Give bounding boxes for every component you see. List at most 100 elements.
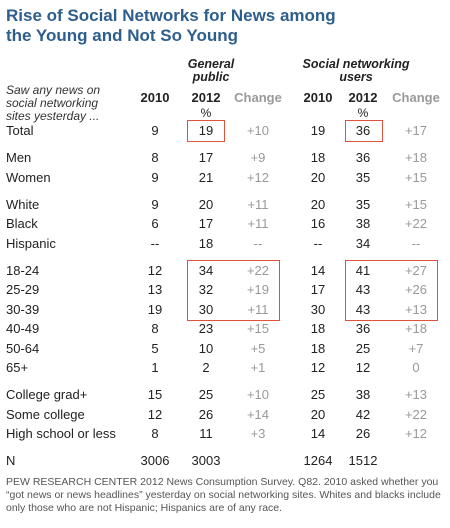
cell: 34 [198,262,214,278]
cell: 30 [198,301,214,317]
cell: 2 [202,360,210,375]
cell: +12 [404,426,428,441]
cell: 3003 [191,453,221,468]
row-label: 18-24 [6,262,40,278]
cell: 18 [310,321,326,336]
cell: 1512 [348,453,378,468]
cell: 41 [355,262,371,278]
row-label: N [6,453,16,468]
row-label: Black [6,216,38,231]
cell: +14 [246,406,270,422]
cell: 8 [151,426,159,441]
cell: 21 [198,169,214,185]
cell: +13 [404,387,428,402]
row-label: 30-39 [6,301,40,317]
cell: 18 [310,340,326,356]
cell: 8 [151,321,159,336]
cell: 9 [151,123,159,138]
row-label: Men [6,150,32,165]
cell: 12 [147,262,163,278]
cell: 3006 [140,453,170,468]
cell: 25 [355,340,371,356]
cell: 19 [198,123,214,138]
cell: 18 [310,150,326,165]
column-header: Change [392,90,440,105]
cell: 25 [310,387,326,402]
column-header: 2012 [348,90,378,105]
column-header: 2010 [140,90,170,105]
row-label: High school or less [6,426,116,441]
row-label: White [6,196,40,212]
cell: 12 [147,406,163,422]
cell: +10 [246,123,270,138]
cell: 43 [355,282,371,297]
group-header: General public [187,57,235,84]
cell: 19 [147,301,163,317]
cell: +27 [404,262,428,278]
row-header: Saw any news on social networking sites … [6,83,101,123]
cell: -- [411,235,421,251]
cell: 18 [198,235,214,251]
cell: 42 [355,406,371,422]
cell: 8 [151,150,159,165]
cell: +18 [404,150,428,165]
cell: +5 [250,340,266,356]
cell: +15 [246,321,270,336]
cell: 26 [198,406,214,422]
cell: 36 [355,123,371,138]
cell: +10 [246,387,270,402]
cell: 30 [310,301,326,317]
cell: 14 [310,426,326,441]
cell: +13 [404,301,428,317]
cell: 35 [355,196,371,212]
cell: +18 [404,321,428,336]
cell: 23 [198,321,214,336]
cell: +15 [404,169,428,185]
cell: 19 [310,123,326,138]
cell: +3 [250,426,266,441]
cell: 1 [151,360,159,375]
group-header: Social networking users [302,57,410,84]
footer-note: PEW RESEARCH CENTER 2012 News Consumptio… [6,476,441,514]
cell: 35 [355,169,371,185]
title: Rise of Social Networks for News among t… [6,6,336,45]
cell: 36 [355,150,371,165]
unit-label: % [200,106,212,120]
cell: +9 [250,150,266,165]
cell: +22 [404,216,428,231]
cell: 34 [355,235,371,251]
cell: -- [150,235,160,251]
cell: +11 [247,196,269,212]
cell: 11 [199,426,213,441]
cell: +7 [408,340,424,356]
cell: 20 [310,196,326,212]
highlight-box [187,259,280,321]
cell: +22 [246,262,270,278]
row-label: 40-49 [6,321,40,336]
cell: 38 [355,216,371,231]
cell: 9 [151,196,159,212]
row-label: 25-29 [6,282,40,297]
cell: 20 [310,406,326,422]
column-header: Change [234,90,282,105]
cell: 1264 [303,453,333,468]
cell: +26 [404,282,428,297]
cell: +22 [404,406,428,422]
cell: +1 [250,360,266,375]
cell: 5 [151,340,159,356]
cell: 43 [355,301,371,317]
cell: -- [313,235,323,251]
cell: +19 [246,282,270,297]
highlight-box [187,120,225,142]
cell: 14 [310,262,326,278]
row-label: Hispanic [6,235,56,251]
cell: 12 [310,360,326,375]
cell: +17 [404,123,428,138]
cell: 36 [355,321,371,336]
cell: 17 [198,150,214,165]
cell: 13 [147,282,163,297]
row-label: Women [6,169,51,185]
cell: +12 [246,169,270,185]
cell: 12 [355,360,371,375]
row-label: Total [6,123,34,138]
